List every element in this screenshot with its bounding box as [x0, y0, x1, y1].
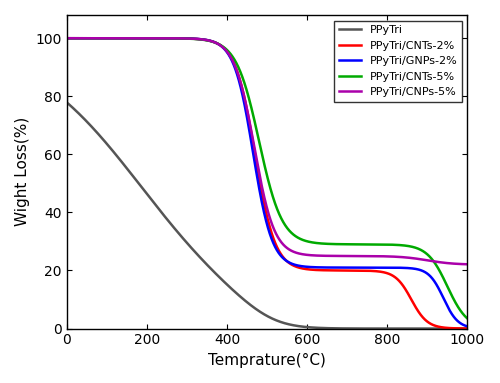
PPyTri/GNPs-2%: [393, 265, 399, 270]
PPyTri/CNTs-2%: [217, 43, 223, 47]
PPyTri/CNTs-5%: [362, 242, 368, 247]
Line: PPyTri/GNPs-2%: PPyTri/GNPs-2%: [67, 38, 468, 326]
PPyTri/CNTs-2%: [304, 267, 310, 272]
Line: PPyTri/CNTs-5%: PPyTri/CNTs-5%: [67, 38, 468, 319]
PPyTri: [464, 326, 470, 331]
PPyTri/CNTs-2%: [362, 268, 368, 273]
PPyTri/CNTs-5%: [64, 36, 70, 41]
PPyTri/GNPs-2%: [304, 265, 310, 269]
PPyTri/CNPs-5%: [304, 252, 310, 257]
PPyTri: [362, 326, 368, 331]
PPyTri/CNTs-5%: [324, 242, 330, 246]
PPyTri/CNPs-5%: [136, 36, 142, 41]
PPyTri/CNTs-5%: [304, 239, 310, 244]
PPyTri: [393, 326, 399, 331]
PPyTri: [136, 182, 142, 187]
PPyTri/CNTs-5%: [217, 43, 223, 47]
PPyTri/CNPs-5%: [324, 254, 330, 258]
PPyTri: [324, 326, 330, 331]
PPyTri/CNPs-5%: [393, 254, 399, 259]
PPyTri/CNPs-5%: [362, 254, 368, 259]
PPyTri/CNTs-2%: [393, 276, 399, 280]
Line: PPyTri: PPyTri: [67, 38, 468, 329]
PPyTri/CNPs-5%: [464, 262, 470, 267]
PPyTri: [64, 36, 70, 41]
Legend: PPyTri, PPyTri/CNTs-2%, PPyTri/GNPs-2%, PPyTri/CNTs-5%, PPyTri/CNPs-5%: PPyTri, PPyTri/CNTs-2%, PPyTri/GNPs-2%, …: [334, 21, 462, 101]
PPyTri/GNPs-2%: [136, 36, 142, 41]
X-axis label: Temprature(°C): Temprature(°C): [208, 353, 326, 368]
PPyTri/CNTs-2%: [324, 268, 330, 273]
PPyTri/CNTs-5%: [136, 36, 142, 41]
Line: PPyTri/CNPs-5%: PPyTri/CNPs-5%: [67, 38, 468, 264]
PPyTri/CNTs-5%: [464, 316, 470, 321]
PPyTri/CNPs-5%: [64, 36, 70, 41]
PPyTri/CNTs-2%: [136, 36, 142, 41]
PPyTri/CNPs-5%: [217, 43, 223, 47]
PPyTri/GNPs-2%: [362, 265, 368, 270]
PPyTri/CNTs-2%: [64, 36, 70, 41]
PPyTri/CNTs-5%: [393, 242, 399, 247]
PPyTri: [217, 275, 223, 280]
PPyTri/GNPs-2%: [324, 265, 330, 270]
PPyTri/CNTs-2%: [464, 326, 470, 331]
PPyTri/GNPs-2%: [64, 36, 70, 41]
PPyTri/GNPs-2%: [464, 324, 470, 329]
Line: PPyTri/CNTs-2%: PPyTri/CNTs-2%: [67, 38, 468, 329]
PPyTri/GNPs-2%: [217, 43, 223, 47]
Y-axis label: Wight Loss(%): Wight Loss(%): [15, 117, 30, 226]
PPyTri: [304, 325, 310, 329]
